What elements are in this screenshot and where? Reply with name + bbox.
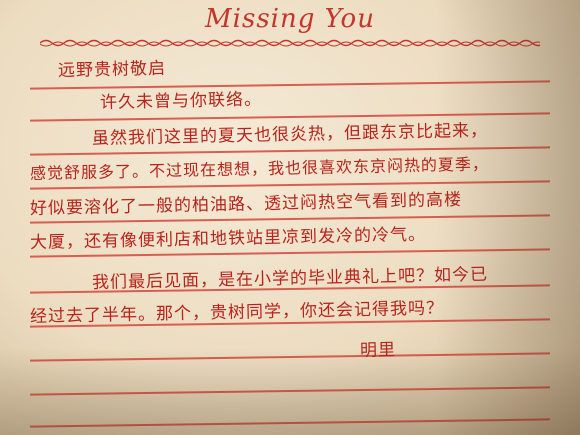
ruled-line [30,418,550,428]
letter-signature: 明里 [359,340,397,361]
letter-line: 好似要溶化了一般的柏油路、透过闷热空气看到的高楼 [29,189,463,219]
letter-line: 许久未曾与你联络。 [99,89,263,113]
letter-line: 大厦，还有像便利店和地铁站里凉到发冷的冷气。 [29,224,427,253]
ruled-line [30,352,550,362]
letter-line: 感觉舒服多了。不过现在想想，我也很喜欢东京闷热的夏季， [29,154,490,183]
letter-salutation: 远野贵树敬启 [57,58,167,81]
letter-line: 我们最后见面，是在小学的毕业典礼上吧？如今已 [91,264,489,293]
page-title: Missing You [205,4,375,34]
ruled-line [30,386,550,396]
letter-line: 虽然我们这里的夏天也很炎热，但跟东京比起来， [91,120,489,149]
decorative-wave-border [40,39,540,47]
